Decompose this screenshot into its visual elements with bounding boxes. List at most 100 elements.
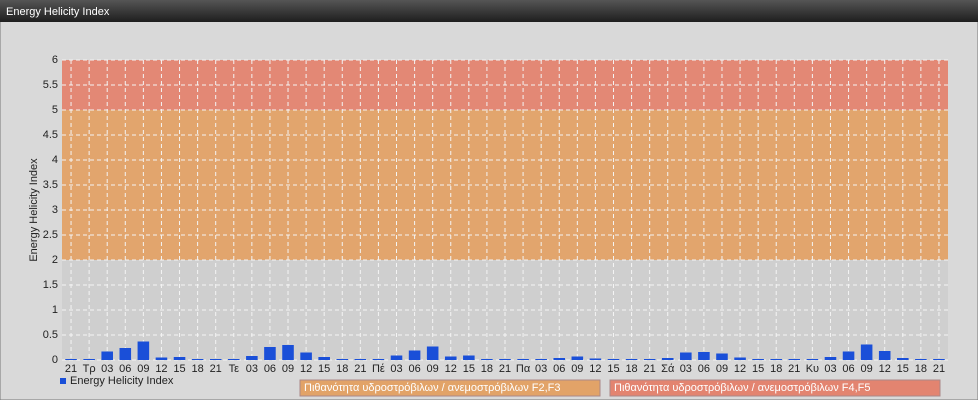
bar	[915, 359, 927, 360]
bar	[734, 357, 746, 360]
bar	[209, 359, 222, 360]
bar	[716, 353, 728, 360]
x-tick-label: 12	[300, 363, 312, 375]
x-tick-label: 12	[734, 363, 746, 375]
y-tick-label: 5.5	[43, 79, 58, 91]
bar	[860, 344, 873, 360]
bar	[282, 345, 294, 360]
x-tick-label: 09	[716, 363, 728, 375]
y-tick-label: 0.5	[43, 329, 58, 341]
bar	[65, 359, 77, 360]
x-tick-label: 09	[571, 363, 583, 375]
band-legend-box	[299, 379, 601, 397]
x-tick-label: 21	[499, 363, 511, 375]
bar	[354, 359, 367, 360]
bar	[499, 359, 511, 360]
x-tick-label: 09	[427, 363, 439, 375]
x-tick-label: 03	[101, 363, 113, 375]
y-tick-label: 1.5	[43, 279, 58, 291]
bar	[607, 359, 620, 360]
x-tick-label: 12	[155, 363, 167, 375]
y-tick-label: 4	[52, 154, 58, 166]
x-tick-label: 18	[625, 363, 637, 375]
bar	[426, 346, 439, 360]
bar	[535, 359, 547, 360]
bar	[589, 358, 602, 360]
x-tick-label: 06	[119, 363, 131, 375]
bar	[101, 351, 113, 360]
bar	[408, 350, 421, 360]
x-tick-label: 21	[788, 363, 800, 375]
header	[0, 0, 978, 22]
x-tick-label: 21	[933, 363, 945, 375]
band-legend-label: Πιθανότητα υδροστρόβιλων / ανεμοστρόβιλω…	[304, 382, 561, 394]
x-tick-label: 06	[264, 363, 276, 375]
x-tick-label: 12	[445, 363, 457, 375]
bar	[481, 359, 493, 360]
x-tick-label: 06	[408, 363, 420, 375]
x-tick-label: 15	[463, 363, 475, 375]
y-tick-label: 3	[52, 204, 58, 216]
bar	[318, 357, 330, 360]
x-tick-label: 15	[607, 363, 619, 375]
x-tick-label: 15	[752, 363, 764, 375]
bar	[463, 355, 475, 360]
bar	[155, 357, 168, 360]
bar	[680, 352, 692, 360]
bar	[643, 359, 656, 360]
x-tick-label: 03	[246, 363, 258, 375]
bar	[698, 352, 710, 360]
bar	[336, 359, 349, 360]
bar	[137, 341, 150, 360]
bar	[390, 355, 403, 360]
x-tick-label: 12	[879, 363, 891, 375]
bar	[625, 359, 638, 360]
y-tick-label: 2	[52, 254, 58, 266]
window-title: Energy Helicity Index	[6, 6, 110, 18]
x-tick-label: 03	[535, 363, 547, 375]
bar	[933, 359, 945, 360]
x-tick-label: 09	[137, 363, 149, 375]
x-tick-label: Σά	[661, 363, 675, 375]
bar	[191, 359, 204, 360]
x-tick-label: 18	[770, 363, 782, 375]
y-tick-label: 3.5	[43, 179, 58, 191]
x-tick-label: 03	[680, 363, 692, 375]
x-tick-label: 21	[210, 363, 222, 375]
x-tick-label: 15	[897, 363, 909, 375]
bar	[661, 358, 674, 360]
x-tick-label: Τρ	[83, 363, 96, 375]
y-tick-label: 0	[52, 354, 58, 366]
bar	[878, 351, 891, 360]
x-tick-label: 15	[173, 363, 185, 375]
bar	[300, 352, 312, 360]
bar	[897, 358, 909, 360]
x-tick-label: 15	[318, 363, 330, 375]
bar	[246, 356, 258, 360]
band-legend-box	[609, 379, 941, 397]
x-tick-label: 09	[861, 363, 873, 375]
x-tick-label: 18	[191, 363, 203, 375]
bar	[842, 351, 855, 360]
bar	[553, 358, 566, 360]
x-tick-label: 06	[842, 363, 854, 375]
y-tick-label: 6	[52, 54, 58, 66]
x-tick-label: 18	[481, 363, 493, 375]
bar	[119, 348, 132, 360]
y-tick-label: 4.5	[43, 129, 58, 141]
bar	[824, 357, 837, 360]
x-tick-label: 21	[354, 363, 366, 375]
x-tick-label: Τε	[229, 363, 240, 375]
bar	[770, 359, 783, 360]
bar	[83, 359, 95, 360]
bar	[788, 359, 801, 360]
x-tick-label: 18	[915, 363, 927, 375]
x-tick-label: 03	[390, 363, 402, 375]
x-tick-label: 06	[553, 363, 565, 375]
x-tick-label: 18	[336, 363, 348, 375]
y-tick-label: 1	[52, 304, 58, 316]
bar	[571, 356, 584, 360]
bar	[806, 359, 819, 360]
bar	[372, 359, 385, 360]
